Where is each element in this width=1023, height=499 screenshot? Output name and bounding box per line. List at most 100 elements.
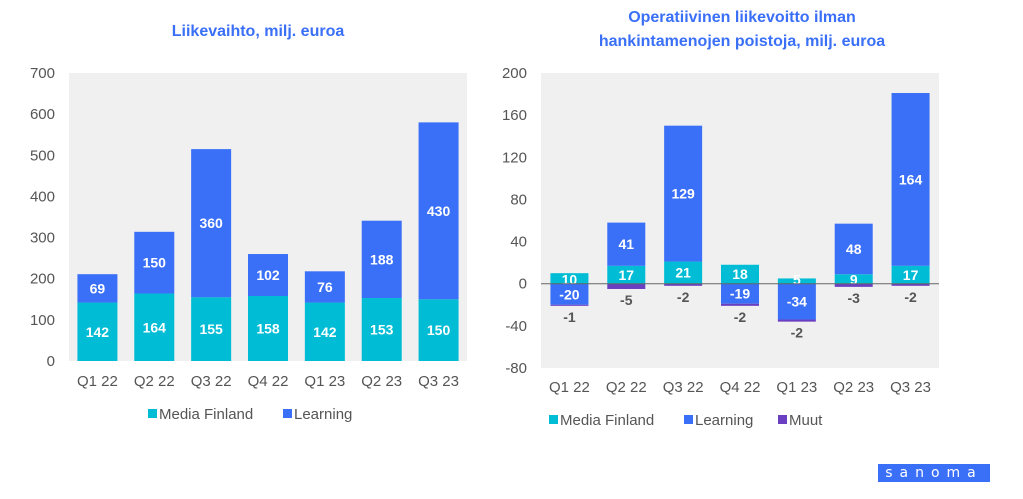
chart1-bar-learning — [248, 254, 288, 296]
chart1-legend-label: Learning — [294, 406, 352, 423]
chart2-bar-media-finland — [550, 273, 589, 284]
chart1-y-tick-label: 300 — [30, 230, 55, 247]
chart2-legend-swatch — [684, 415, 693, 424]
chart2-y-tick-label: 40 — [510, 234, 527, 251]
chart1-bar-learning — [361, 220, 402, 299]
chart2-data-label-muut: -2 — [677, 289, 690, 305]
chart1-bar-learning — [304, 271, 345, 303]
chart1-bar-learning — [134, 231, 175, 294]
chart2-data-label-muut: -3 — [847, 290, 860, 306]
chart1-y-tick-label: 200 — [30, 271, 55, 288]
chart2-data-label-muut: -1 — [563, 309, 576, 325]
chart1-bar-media-finland — [134, 293, 175, 361]
chart1-data-label-learning: 69 — [90, 280, 106, 296]
chart2-data-label-muut: -5 — [620, 292, 633, 308]
chart2-bar-muut — [664, 283, 703, 286]
chart1-data-label-learning: 188 — [370, 251, 394, 267]
chart1-data-label-learning: 102 — [256, 267, 280, 283]
chart1-legend-swatch — [283, 409, 292, 418]
chart2-bar-muut — [607, 283, 646, 289]
chart2-data-label-learning: 41 — [618, 236, 634, 252]
chart2-y-tick-label: 120 — [502, 149, 527, 166]
chart2-bar-media-finland — [777, 278, 816, 284]
chart1-x-tick-label: Q1 22 — [77, 373, 118, 390]
chart1-data-label-media-finland: 150 — [427, 322, 451, 338]
chart2-x-tick-label: Q1 22 — [549, 379, 590, 396]
chart1-x-tick-label: Q2 22 — [134, 373, 175, 390]
chart1-bar-media-finland — [418, 299, 459, 361]
chart2-data-label-muut: -2 — [734, 309, 747, 325]
chart2-y-tick-label: 200 — [502, 65, 527, 82]
chart1-legend-swatch — [148, 409, 157, 418]
chart2-x-tick-label: Q1 23 — [776, 379, 817, 396]
chart2-bar-learning — [721, 283, 759, 304]
chart1-bar-media-finland — [77, 302, 118, 361]
chart1-y-tick-label: 0 — [47, 353, 55, 370]
chart2-bar-learning — [664, 125, 703, 262]
chart1-legend-label: Media Finland — [159, 406, 253, 423]
chart2-x-tick-label: Q3 23 — [890, 379, 931, 396]
chart2-x-tick-label: Q4 22 — [720, 379, 761, 396]
chart1-x-tick-label: Q2 23 — [361, 373, 402, 390]
chart2-bar-muut — [550, 304, 589, 306]
chart2-x-tick-label: Q2 22 — [606, 379, 647, 396]
chart1-y-tick-label: 700 — [30, 65, 55, 82]
chart2-bar-muut — [834, 283, 873, 287]
chart1-data-label-media-finland: 158 — [256, 320, 280, 336]
chart2-y-tick-label: 160 — [502, 107, 527, 124]
chart2-legend-label: Muut — [789, 412, 823, 429]
chart2-data-label-media-finland: 17 — [618, 267, 634, 283]
chart2-bar-learning — [891, 93, 930, 266]
chart2-bar-learning — [607, 222, 646, 266]
chart1-x-tick-label: Q3 23 — [418, 373, 459, 390]
chart2-y-tick-label: 80 — [510, 191, 527, 208]
chart1-bar-media-finland — [191, 297, 232, 361]
chart1-bar-learning — [77, 274, 118, 303]
chart2-title: hankintamenojen poistoja, milj. euroa — [599, 33, 885, 50]
chart1-bar-media-finland — [248, 295, 288, 361]
chart2-legend-label: Media Finland — [560, 412, 654, 429]
chart2-data-label-learning: 164 — [899, 171, 923, 187]
chart2-data-label-media-finland: 5 — [793, 272, 801, 288]
chart2-plot-area — [541, 73, 939, 368]
chart2-data-label-media-finland: 18 — [732, 266, 748, 282]
chart1-x-tick-label: Q1 23 — [304, 373, 345, 390]
chart1-data-label-learning: 360 — [199, 215, 223, 231]
chart1-y-tick-label: 400 — [30, 188, 55, 205]
chart1-data-label-media-finland: 142 — [313, 324, 337, 340]
chart2-bar-learning — [550, 283, 589, 305]
chart1-bar-media-finland — [361, 298, 402, 361]
chart2-bar-muut — [721, 303, 759, 306]
chart2-bar-learning — [777, 283, 816, 320]
chart2-data-label-muut: -2 — [904, 289, 917, 305]
chart2-y-tick-label: -80 — [505, 360, 527, 377]
chart2-y-tick-label: -40 — [505, 318, 527, 335]
chart1-data-label-media-finland: 164 — [143, 319, 167, 335]
chart1-data-label-media-finland: 155 — [199, 321, 223, 337]
chart2-data-label-media-finland: 17 — [903, 267, 919, 283]
chart2-title: Operatiivinen liikevoitto ilman — [628, 9, 856, 26]
chart2-data-label-learning: -19 — [730, 286, 750, 302]
chart2-bar-learning — [834, 223, 873, 275]
chart1-data-label-learning: 430 — [427, 203, 451, 219]
sanoma-logo: sanoma — [878, 464, 990, 482]
chart1-data-label-media-finland: 142 — [86, 324, 110, 340]
chart2-data-label-learning: 48 — [846, 241, 862, 257]
chart2-data-label-media-finland: 21 — [675, 265, 691, 281]
chart1-title: Liikevaihto, milj. euroa — [172, 23, 345, 40]
chart1-x-tick-label: Q4 22 — [248, 373, 289, 390]
chart2-data-label-learning: -34 — [787, 294, 807, 310]
chart2-x-tick-label: Q3 22 — [663, 379, 704, 396]
chart1-data-label-learning: 150 — [143, 255, 167, 271]
chart1-y-tick-label: 100 — [30, 312, 55, 329]
chart1-y-tick-label: 600 — [30, 106, 55, 123]
chart2-bar-media-finland — [721, 264, 759, 284]
chart2-legend-swatch — [549, 415, 558, 424]
chart2-legend-swatch — [778, 415, 787, 424]
chart1-data-label-learning: 76 — [317, 279, 333, 295]
chart2-y-tick-label: 0 — [519, 276, 527, 293]
chart2-bar-media-finland — [891, 265, 930, 284]
chart1-bar-learning — [418, 122, 459, 300]
chart2-bar-muut — [777, 319, 816, 322]
